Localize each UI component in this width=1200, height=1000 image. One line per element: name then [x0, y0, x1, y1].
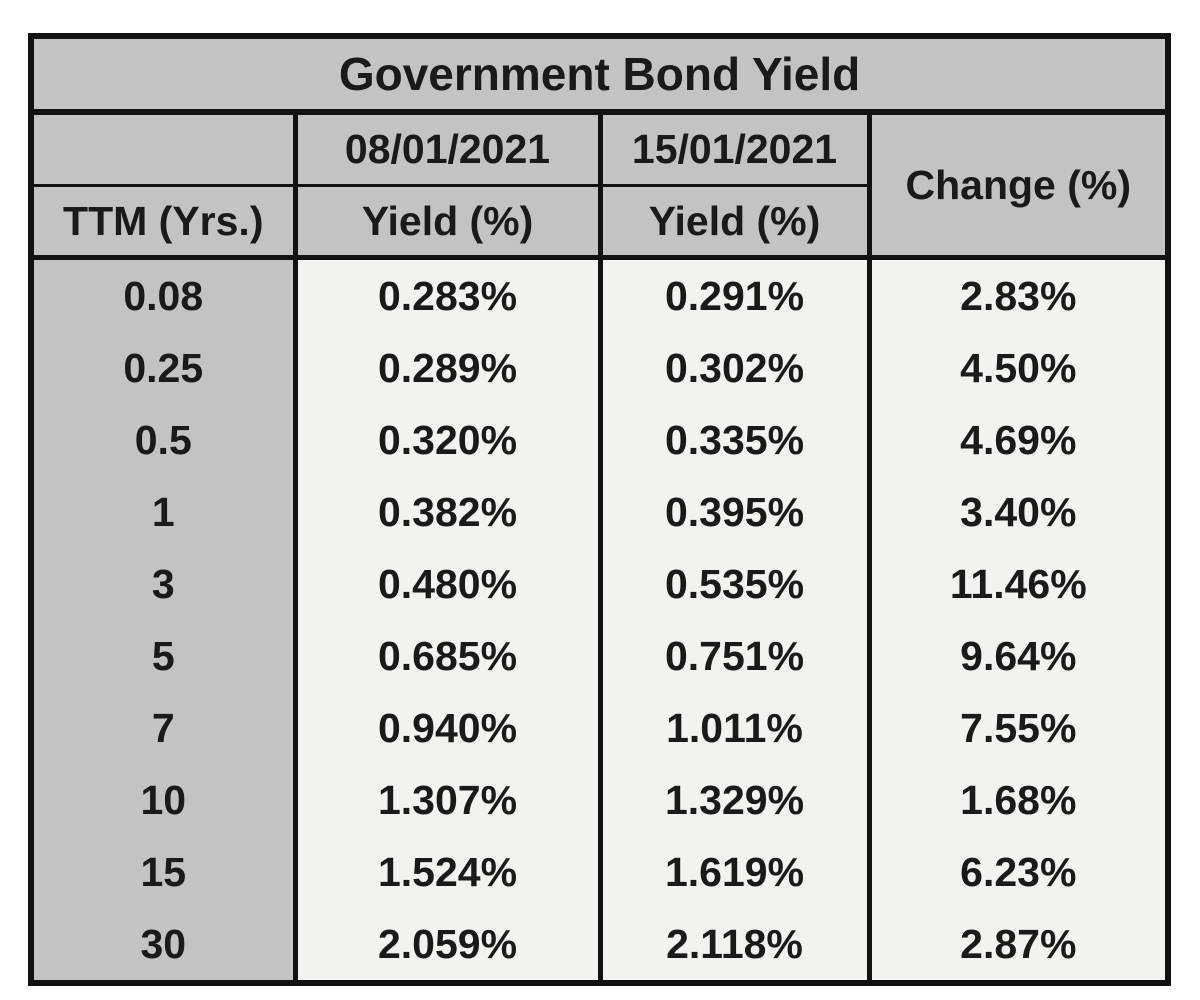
table-header-row-labels: TTM (Yrs.) Yield (%) Yield (%) [31, 185, 1168, 260]
cell-change: 4.69% [869, 404, 1169, 476]
cell-ttm: 5 [31, 620, 298, 692]
header-blank-cell [31, 112, 298, 187]
table-row: 5 0.685% 0.751% 9.64% [31, 620, 1169, 692]
table-row: 0.25 0.289% 0.302% 4.50% [31, 332, 1169, 404]
cell-yield1: 2.059% [295, 908, 603, 983]
table-row: 10 1.307% 1.329% 1.68% [31, 764, 1169, 836]
cell-change: 1.68% [869, 764, 1169, 836]
header-change: Change (%) [869, 112, 1169, 260]
cell-yield1: 0.283% [295, 257, 603, 332]
table-row: 1 0.382% 0.395% 3.40% [31, 476, 1169, 548]
cell-yield2: 0.535% [600, 548, 872, 620]
header-date1: 08/01/2021 [295, 112, 603, 187]
table-row: 30 2.059% 2.118% 2.87% [31, 908, 1169, 983]
table-header-row-dates: 08/01/2021 15/01/2021 Change (%) [31, 112, 1169, 260]
cell-change: 2.87% [869, 908, 1169, 983]
cell-change: 9.64% [869, 620, 1169, 692]
cell-yield2: 1.329% [600, 764, 872, 836]
table-row: 0.08 0.283% 0.291% 2.83% [31, 257, 1169, 332]
header-yield1: Yield (%) [295, 185, 603, 260]
cell-ttm: 0.25 [31, 332, 298, 404]
header-yield2: Yield (%) [600, 185, 872, 260]
table-row: 0.5 0.320% 0.335% 4.69% [31, 404, 1169, 476]
table-title-row: Government Bond Yield [31, 36, 1169, 115]
cell-yield1: 0.320% [295, 404, 603, 476]
header-date2: 15/01/2021 [600, 112, 872, 187]
cell-yield2: 0.335% [600, 404, 872, 476]
table-title: Government Bond Yield [31, 36, 1169, 115]
cell-change: 11.46% [869, 548, 1169, 620]
cell-change: 3.40% [869, 476, 1169, 548]
government-bond-yield-table: Government Bond Yield 08/01/2021 15/01/2… [28, 33, 1172, 986]
cell-yield1: 0.480% [295, 548, 603, 620]
cell-yield2: 1.619% [600, 836, 872, 908]
cell-yield2: 0.291% [600, 257, 872, 332]
table-row: 7 0.940% 1.011% 7.55% [31, 692, 1169, 764]
cell-yield2: 0.302% [600, 332, 872, 404]
cell-yield2: 2.118% [600, 908, 872, 983]
cell-ttm: 0.08 [31, 257, 298, 332]
header-ttm: TTM (Yrs.) [31, 185, 298, 260]
cell-ttm: 10 [31, 764, 298, 836]
cell-ttm: 15 [31, 836, 298, 908]
cell-yield1: 0.685% [295, 620, 603, 692]
cell-yield1: 0.382% [295, 476, 603, 548]
cell-yield1: 1.524% [295, 836, 603, 908]
cell-yield1: 0.940% [295, 692, 603, 764]
cell-yield1: 0.289% [295, 332, 603, 404]
cell-ttm: 3 [31, 548, 298, 620]
cell-yield2: 0.751% [600, 620, 872, 692]
cell-ttm: 7 [31, 692, 298, 764]
cell-yield2: 1.011% [600, 692, 872, 764]
cell-change: 7.55% [869, 692, 1169, 764]
cell-yield1: 1.307% [295, 764, 603, 836]
cell-yield2: 0.395% [600, 476, 872, 548]
table-row: 15 1.524% 1.619% 6.23% [31, 836, 1169, 908]
cell-ttm: 0.5 [31, 404, 298, 476]
cell-ttm: 1 [31, 476, 298, 548]
cell-change: 2.83% [869, 257, 1169, 332]
table-row: 3 0.480% 0.535% 11.46% [31, 548, 1169, 620]
cell-change: 6.23% [869, 836, 1169, 908]
cell-ttm: 30 [31, 908, 298, 983]
cell-change: 4.50% [869, 332, 1169, 404]
